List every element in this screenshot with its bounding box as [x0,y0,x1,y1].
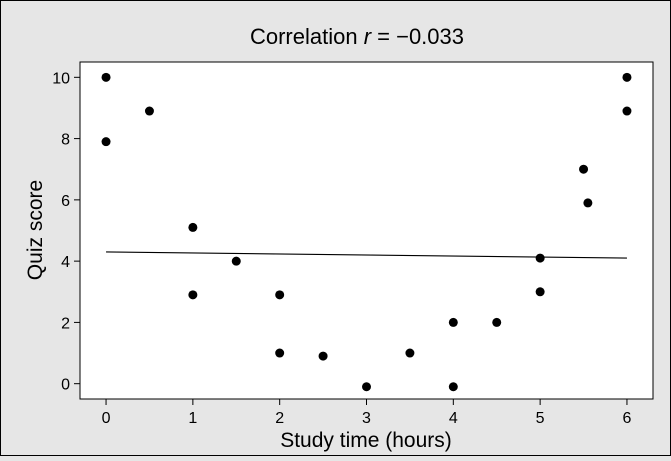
data-point [362,382,371,392]
data-point [188,290,198,300]
x-axis: 0 1 2 3 4 5 6 [102,399,632,427]
data-point [535,253,545,263]
y-tick-label: 2 [61,315,70,332]
x-tick-label: 6 [623,410,632,427]
x-axis-label: Study time (hours) [280,429,452,452]
data-point [622,106,632,116]
y-tick-label: 0 [61,377,70,394]
y-tick-label: 6 [61,193,70,210]
data-point [492,317,502,327]
x-tick-label: 1 [188,410,197,427]
data-point [188,222,198,232]
data-points [101,72,632,392]
data-point [448,317,458,327]
data-point [318,351,328,361]
y-tick-label: 10 [52,70,70,87]
data-point [275,290,285,300]
y-tick-label: 4 [61,254,70,271]
data-point [579,164,589,174]
y-tick-label: 8 [61,132,70,149]
plot-area [79,61,654,400]
x-tick-label: 5 [536,410,545,427]
data-point [231,256,241,266]
x-tick-label: 4 [449,410,458,427]
chart-title: Correlation r = −0.033 [250,24,464,49]
data-point [448,382,458,392]
data-point [622,72,632,82]
data-point [101,72,111,82]
data-point [583,198,593,208]
data-point [144,106,154,116]
x-tick-label: 3 [362,410,371,427]
data-point [275,348,285,358]
y-axis: 0 2 4 6 8 10 [52,70,80,394]
data-point [405,348,415,358]
x-tick-label: 0 [102,410,111,427]
x-tick-label: 2 [275,410,284,427]
data-point [101,137,111,147]
data-point [535,287,545,297]
y-axis-label: Quiz score [24,180,47,280]
